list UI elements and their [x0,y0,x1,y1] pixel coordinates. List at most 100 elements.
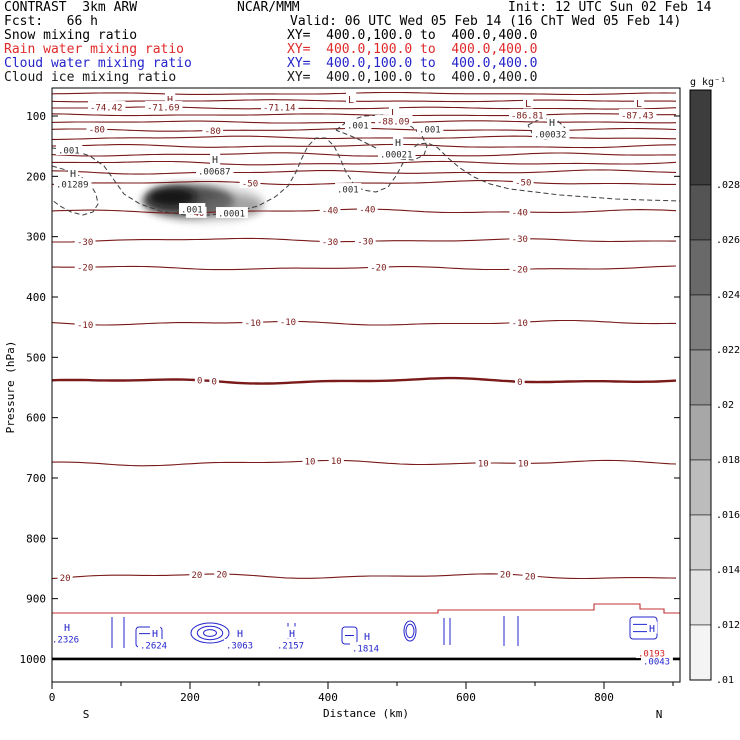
svg-text:-30: -30 [512,235,528,245]
svg-text:.0001: .0001 [218,209,245,219]
svg-text:H: H [395,138,401,149]
svg-text:20: 20 [60,574,71,584]
legend-label-cloud-water: Cloud water mixing ratio [4,56,192,71]
svg-text:Distance (km): Distance (km) [323,707,409,720]
svg-text:.01289: .01289 [56,180,89,190]
svg-text:.00021: .00021 [380,150,413,160]
valid-time: Valid: 06 UTC Wed 05 Feb 14 (16 ChT Wed … [290,14,682,29]
svg-text:10: 10 [478,459,489,469]
svg-text:.0043: .0043 [643,657,670,667]
contour-labels: -80 -80 -50 -50 -40 -40 -40 -40 -30 -30 -30 -30 -20 -… [50,92,673,667]
svg-text:.001: .001 [347,121,369,131]
contour-lines [51,91,681,614]
svg-text:900: 900 [26,593,46,606]
svg-text:.012: .012 [716,620,740,631]
svg-text:.016: .016 [716,510,740,521]
svg-text:20: 20 [525,572,536,582]
svg-text:-30: -30 [322,238,338,248]
svg-text:-10: -10 [245,319,261,329]
svg-text:.018: .018 [716,455,740,466]
svg-text:0: 0 [211,378,216,388]
svg-text:600: 600 [456,691,476,704]
svg-text:-40: -40 [188,209,204,219]
svg-text:-10: -10 [512,319,528,329]
svg-text:.014: .014 [716,565,740,576]
svg-text:10: 10 [331,457,342,467]
legend-xy-cloud-ice: XY= 400.0,100.0 to 400.0,400.0 [287,70,538,85]
svg-text:H: H [64,623,70,634]
svg-text:-80: -80 [205,127,221,137]
svg-text:H: H [364,632,370,643]
svg-text:.001: .001 [337,185,359,195]
svg-text:-71.69: -71.69 [147,103,180,113]
svg-text:10: 10 [518,460,529,470]
svg-text:400: 400 [318,691,338,704]
svg-text:20: 20 [216,570,227,580]
svg-text:.0193: .0193 [638,649,665,659]
svg-text:H: H [549,118,555,129]
svg-text:.028: .028 [716,180,740,191]
svg-text:0: 0 [197,377,202,387]
svg-text:-10: -10 [280,318,296,328]
legend-label-rain: Rain water mixing ratio [4,42,185,57]
forecast-hour: Fcst: 66 h [4,14,98,29]
svg-text:-88.09: -88.09 [377,117,410,127]
svg-text:300: 300 [26,231,46,244]
legend-label-cloud-ice: Cloud ice mixing ratio [4,70,177,85]
svg-text:.02: .02 [716,400,734,411]
svg-text:-40: -40 [359,205,375,215]
svg-text:800: 800 [26,532,46,545]
svg-text:500: 500 [26,351,46,364]
svg-text:.00687: .00687 [198,167,231,177]
svg-text:L: L [391,108,397,119]
svg-text:-40: -40 [512,208,528,218]
svg-text:.001: .001 [419,125,441,135]
colorbar: g kg⁻¹ .028 .026 .024 .022 .02 .018 .016 .014 .01… [689,77,740,686]
svg-text:-20: -20 [512,266,528,276]
svg-text:.022: .022 [716,345,740,356]
svg-text:-71.14: -71.14 [263,103,296,113]
svg-text:N: N [656,708,663,721]
svg-text:-10: -10 [77,321,93,331]
svg-text:10: 10 [305,457,316,467]
svg-text:200: 200 [26,170,46,183]
svg-text:.00032: .00032 [534,130,567,140]
model-title: CONTRAST 3km ARW [4,0,138,15]
svg-text:700: 700 [26,472,46,485]
svg-text:L: L [348,95,354,106]
svg-text:S: S [83,708,90,721]
svg-text:200: 200 [180,691,200,704]
svg-text:.001: .001 [58,146,80,156]
svg-text:g kg⁻¹: g kg⁻¹ [690,77,726,88]
svg-text:H: H [212,155,218,166]
svg-text:-30: -30 [77,238,93,248]
svg-text:-86.81: -86.81 [511,111,544,121]
svg-text:H: H [289,629,295,640]
svg-text:.01: .01 [716,675,734,686]
svg-text:1000: 1000 [20,653,47,666]
center-title: NCAR/MMM [237,0,300,15]
svg-text:0: 0 [49,691,56,704]
svg-text:20: 20 [500,571,511,581]
svg-text:Pressure (hPa): Pressure (hPa) [4,341,17,434]
svg-text:-30: -30 [357,238,373,248]
svg-text:100: 100 [26,110,46,123]
svg-text:-20: -20 [370,264,386,274]
cloud-water-contours [52,616,680,661]
svg-text:.024: .024 [716,290,740,301]
svg-text:H: H [70,169,76,180]
svg-text:-20: -20 [77,264,93,274]
svg-text:L: L [525,99,531,110]
svg-text:.001: .001 [181,205,203,215]
svg-text:-87.43: -87.43 [621,111,654,121]
svg-text:0: 0 [517,378,522,388]
svg-text:H: H [152,629,158,640]
svg-text:.2157: .2157 [277,641,304,651]
svg-text:.2624: .2624 [140,641,167,651]
svg-text:800: 800 [594,691,614,704]
svg-text:L: L [636,99,642,110]
legend-label-snow: Snow mixing ratio [4,28,138,43]
svg-text:-50: -50 [515,179,531,189]
svg-text:.3063: .3063 [226,641,253,651]
